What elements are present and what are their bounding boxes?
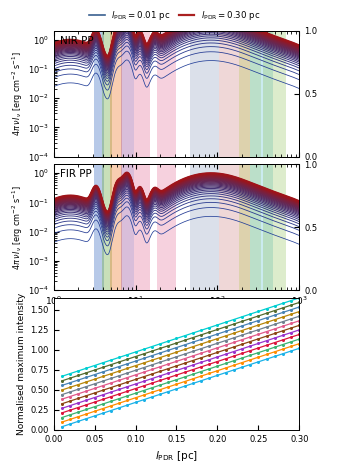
Bar [219, 31, 250, 157]
Bar [190, 164, 219, 290]
Bar [134, 164, 150, 290]
Bar [157, 31, 176, 157]
Y-axis label: $4\pi\,\nu\,I_\nu$ [erg cm$^{-2}$ s$^{-1}$]: $4\pi\,\nu\,I_\nu$ [erg cm$^{-2}$ s$^{-1… [10, 51, 25, 136]
Bar [121, 31, 134, 157]
Bar [238, 31, 262, 157]
Bar [110, 164, 122, 290]
X-axis label: $\lambda$ [$\mu$m]: $\lambda$ [$\mu$m] [158, 313, 194, 327]
Bar [121, 164, 134, 290]
Bar [251, 31, 273, 157]
X-axis label: $l_{\mathrm{PDR}}$ [pc]: $l_{\mathrm{PDR}}$ [pc] [155, 449, 198, 463]
Bar [94, 164, 104, 290]
Bar [94, 31, 104, 157]
Legend: $l_{\mathrm{PDR}} = 0.01$ pc, $l_{\mathrm{PDR}} = 0.30$ pc: $l_{\mathrm{PDR}} = 0.01$ pc, $l_{\mathr… [86, 5, 264, 25]
Bar [157, 164, 176, 290]
Bar [251, 164, 273, 290]
Text: FIR PP: FIR PP [60, 170, 92, 180]
Bar [134, 31, 150, 157]
Bar [102, 164, 112, 290]
Bar [219, 164, 250, 290]
Bar [110, 31, 122, 157]
Bar [263, 31, 286, 157]
Y-axis label: $4\pi\,\nu\,I_\nu$ [erg cm$^{-2}$ s$^{-1}$]: $4\pi\,\nu\,I_\nu$ [erg cm$^{-2}$ s$^{-1… [10, 185, 25, 270]
Bar [263, 164, 286, 290]
Bar [238, 164, 262, 290]
Bar [102, 31, 112, 157]
Bar [190, 31, 219, 157]
Text: NIR PP: NIR PP [60, 36, 93, 46]
Y-axis label: Normalised maximum intensity: Normalised maximum intensity [17, 293, 26, 435]
